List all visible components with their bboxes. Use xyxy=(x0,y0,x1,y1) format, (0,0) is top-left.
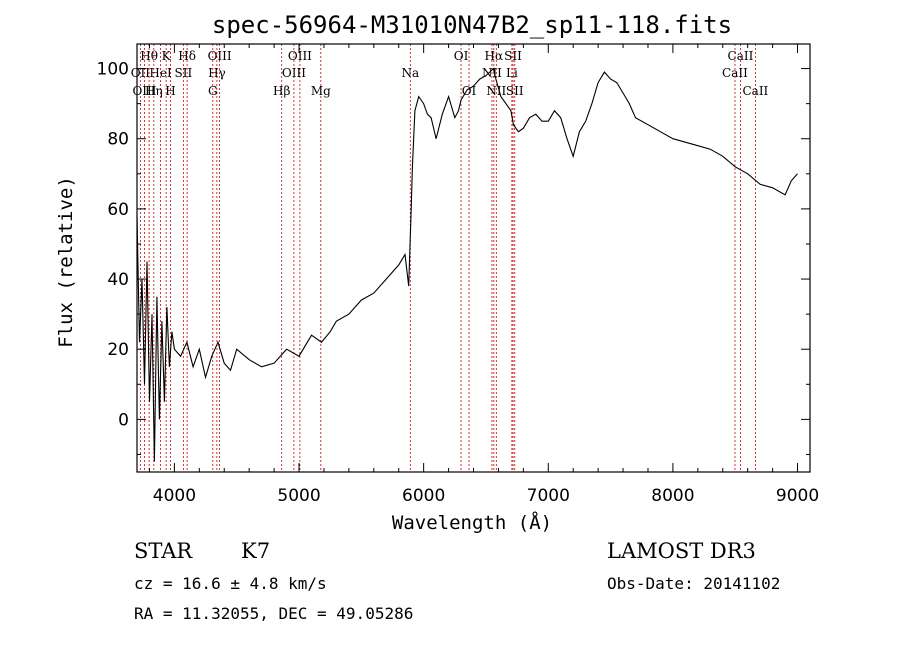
line-label-1: OII xyxy=(131,66,151,80)
line-label-16: Na xyxy=(401,66,419,80)
line-label-7: SII xyxy=(175,66,193,80)
line-label-8: H xyxy=(165,84,175,98)
line-label-19: Hα xyxy=(485,49,504,63)
line-label-5: Hη xyxy=(145,84,163,98)
line-label-27: CaII xyxy=(742,84,768,98)
line-label-14: Hβ xyxy=(273,84,290,98)
spectral-line-markers xyxy=(139,44,756,472)
y-tick-label-4: 80 xyxy=(107,130,129,150)
line-label-25: CaII xyxy=(728,49,754,63)
x-tick-label-4: 8000 xyxy=(651,486,694,506)
line-label-0: Hθ xyxy=(140,49,158,63)
line-label-26: CaII xyxy=(722,66,748,80)
y-tick-label-3: 60 xyxy=(107,200,129,220)
y-tick-label-1: 20 xyxy=(107,340,129,360)
line-label-17: OI xyxy=(454,49,469,63)
line-label-11: G xyxy=(208,84,218,98)
x-axis-label: Wavelength (Å) xyxy=(392,511,552,534)
x-tick-label-5: 9000 xyxy=(776,486,819,506)
line-label-22: SII xyxy=(504,49,522,63)
x-axis-ticks: 4000 5000 6000 7000 8000 9000 xyxy=(148,44,819,506)
plot-frame xyxy=(136,43,811,473)
chart-title: spec-56964-M31010N47B2_sp11-118.fits xyxy=(212,11,732,39)
line-label-24: SII xyxy=(506,84,524,98)
y-axis-label: Flux (relative) xyxy=(55,176,77,348)
object-subclass: K7 xyxy=(241,539,271,563)
line-label-9: OIII xyxy=(208,49,232,63)
object-class: STAR xyxy=(134,539,193,563)
y-tick-label-0: 0 xyxy=(118,410,129,430)
x-tick-label-3: 7000 xyxy=(527,486,570,506)
line-label-12: OIII xyxy=(288,49,312,63)
y-axis-ticks: 0 20 40 60 80 100 xyxy=(97,60,810,455)
spectrum-line xyxy=(136,67,798,462)
line-label-2: OIII xyxy=(132,84,156,98)
survey-name: LAMOST DR3 xyxy=(607,539,756,563)
line-label-21: NII xyxy=(486,84,506,98)
observation-date: Obs-Date: 20141102 xyxy=(607,574,781,593)
coordinates: RA = 11.32055, DEC = 49.05286 xyxy=(134,604,414,623)
x-tick-label-0: 4000 xyxy=(153,486,196,506)
line-label-4: HeI xyxy=(149,66,172,80)
line-label-15: Mg xyxy=(311,84,331,98)
y-tick-label-2: 40 xyxy=(107,270,129,290)
y-tick-label-5: 100 xyxy=(97,60,129,80)
line-label-10: Hγ xyxy=(208,66,226,80)
line-label-18: OI xyxy=(462,84,477,98)
line-label-6: Hδ xyxy=(178,49,196,63)
line-label-23: Li xyxy=(506,66,518,80)
line-label-13: OIII xyxy=(282,66,306,80)
redshift-cz: cz = 16.6 ± 4.8 km/s xyxy=(134,574,327,593)
x-tick-label-2: 6000 xyxy=(402,486,445,506)
line-label-3: K xyxy=(162,49,172,63)
line-label-20: NII xyxy=(482,66,502,80)
x-tick-label-1: 5000 xyxy=(277,486,320,506)
